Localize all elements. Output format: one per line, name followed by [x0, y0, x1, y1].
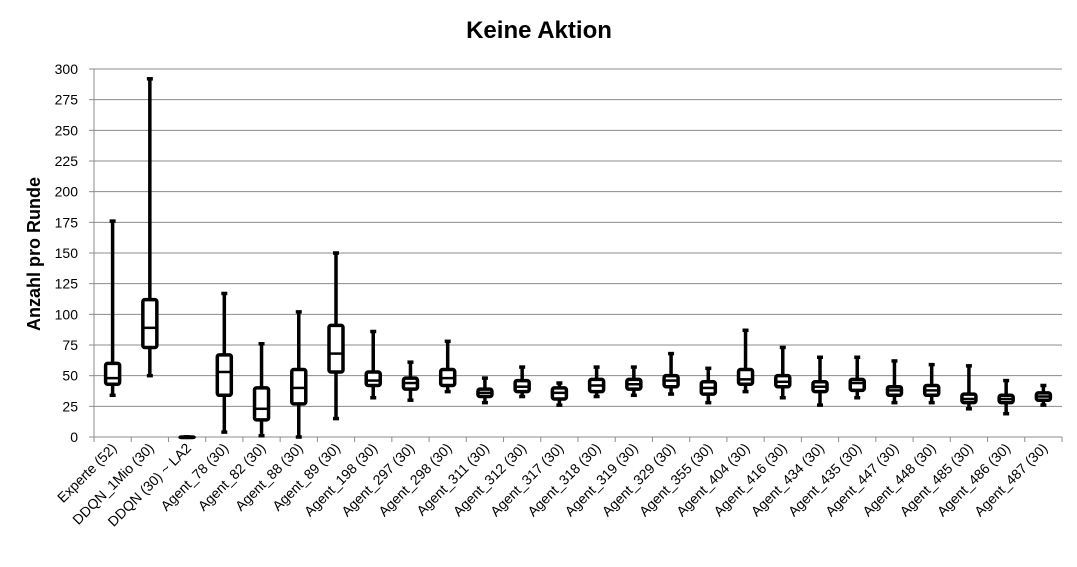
box-4	[252, 342, 271, 438]
box-iqr	[364, 370, 382, 388]
box-iqr	[327, 323, 345, 374]
box-24	[997, 378, 1015, 416]
box-12	[550, 381, 569, 407]
y-tick-label: 125	[55, 276, 79, 292]
y-tick-label: 175	[55, 214, 79, 230]
box-iqr	[103, 361, 122, 387]
box-17	[736, 328, 755, 394]
box-14	[625, 365, 643, 398]
box-iqr	[252, 386, 271, 422]
box-2	[178, 435, 196, 440]
box-0	[103, 219, 122, 398]
box-iqr	[141, 297, 159, 350]
gridlines	[94, 68, 1062, 438]
box-iqr	[215, 353, 234, 398]
box-15	[662, 351, 680, 396]
axes	[89, 68, 1063, 442]
y-tick-label: 75	[62, 337, 78, 353]
y-tick-label: 100	[55, 306, 79, 322]
box-5	[290, 310, 308, 439]
box-13	[587, 365, 606, 399]
y-tick-label: 225	[55, 153, 79, 169]
box-series	[103, 77, 1053, 440]
box-8	[401, 360, 420, 402]
y-tick-label: 150	[55, 245, 79, 261]
box-21	[885, 359, 904, 405]
y-tick-label: 300	[55, 61, 79, 77]
box-25	[1034, 383, 1053, 407]
y-axis-label: Anzahl pro Runde	[24, 177, 44, 331]
box-20	[848, 355, 866, 400]
box-11	[513, 365, 531, 399]
box-3	[215, 291, 234, 434]
box-6	[327, 251, 345, 421]
chart-title: Keine Aktion	[466, 17, 612, 44]
y-tick-label: 0	[70, 429, 78, 445]
box-22	[922, 362, 941, 405]
box-1	[141, 77, 159, 378]
box-23	[960, 364, 978, 411]
box-iqr	[848, 377, 866, 393]
y-axis-ticks: 0 25 50 75 100 125 150 175 200 225 250 275 300	[55, 61, 79, 445]
y-tick-label: 200	[55, 184, 79, 200]
box-10	[476, 376, 494, 405]
box-16	[699, 366, 718, 405]
box-19	[811, 355, 829, 407]
x-axis-ticks: Experte (52)DDQN_1Mio (30)DDQN (30) ~ LA…	[54, 440, 1051, 530]
box-7	[364, 329, 382, 400]
box-9	[438, 339, 457, 394]
y-tick-label: 275	[55, 92, 79, 108]
y-tick-label: 250	[55, 122, 79, 138]
box-18	[774, 345, 792, 400]
box-iqr	[736, 367, 755, 387]
y-tick-label: 50	[62, 368, 78, 384]
y-tick-label: 25	[62, 398, 78, 414]
